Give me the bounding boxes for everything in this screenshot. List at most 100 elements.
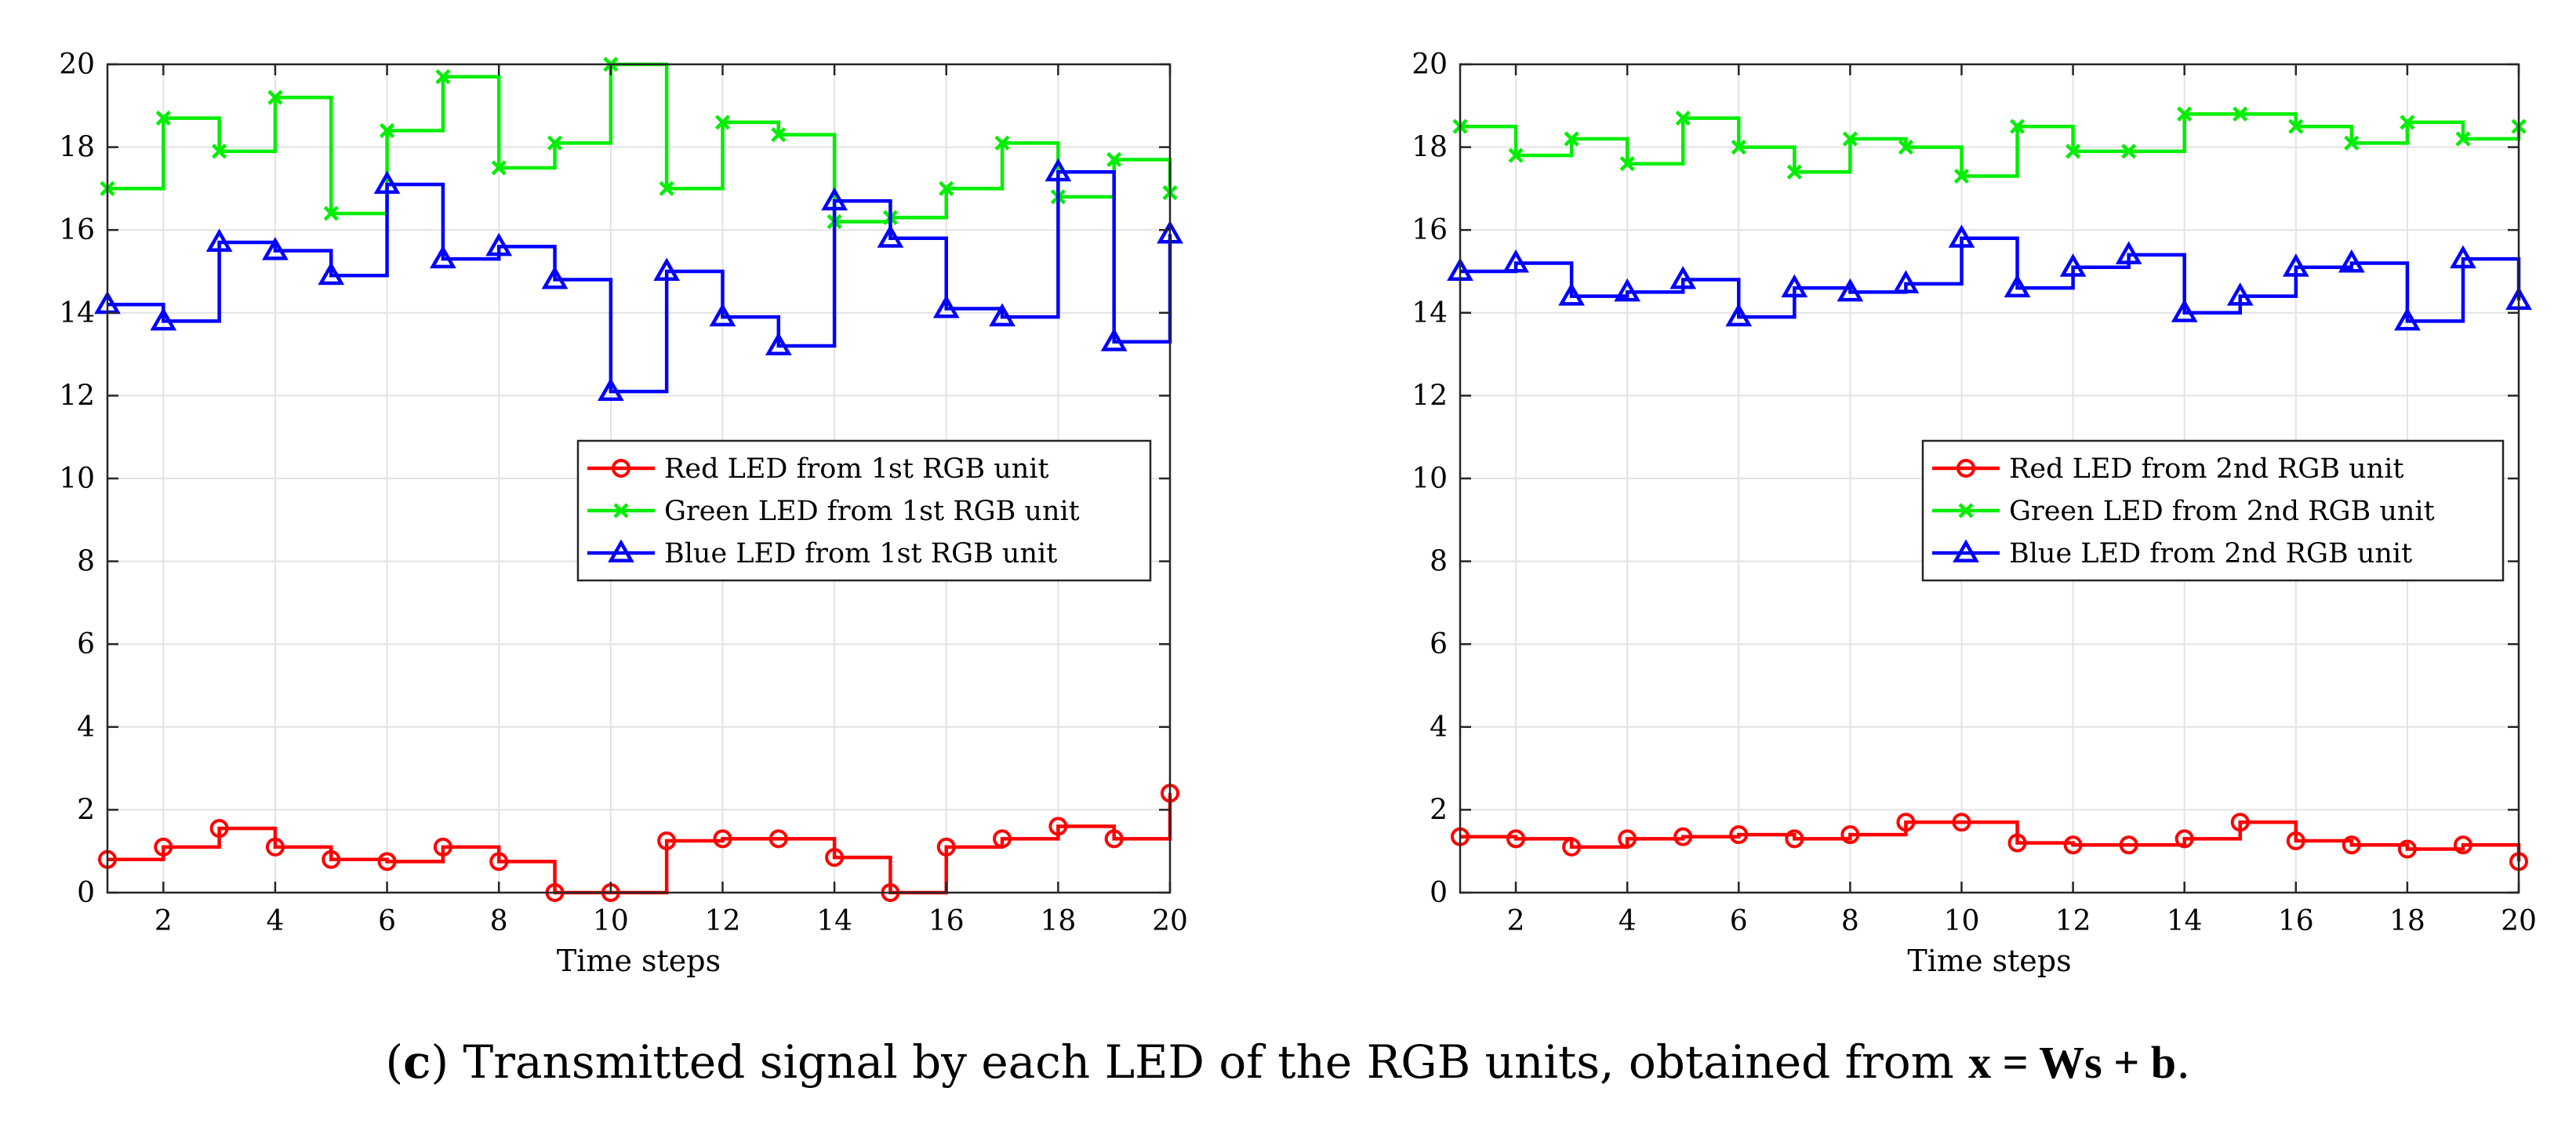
data-point-blue (989, 303, 1016, 327)
data-point-red (657, 831, 677, 850)
x-tick-label: 2 (154, 905, 173, 937)
x-tick-label: 8 (490, 905, 508, 937)
legend-marker-red (612, 459, 630, 478)
legend-label-blue: Blue LED from 1st RGB unit (664, 538, 1057, 569)
data-point-red (1785, 829, 1804, 849)
data-point-red (2007, 833, 2027, 853)
data-point-blue (2171, 299, 2198, 322)
y-tick-label: 6 (1430, 628, 1448, 660)
y-tick-label: 14 (59, 297, 95, 329)
data-point-green (1898, 140, 1914, 155)
legend-label-green: Green LED from 1st RGB unit (664, 496, 1080, 527)
data-point-blue (2226, 282, 2254, 306)
data-point-red (768, 829, 788, 849)
data-point-green (1953, 168, 1970, 184)
data-point-green (435, 69, 451, 85)
y-tick-label: 14 (1412, 297, 1448, 329)
series-line-red (1460, 820, 2521, 862)
data-point-green (939, 180, 954, 196)
data-point-red (2230, 813, 2250, 832)
x-tick-label: 10 (593, 905, 629, 937)
series-line-green (107, 62, 1172, 224)
data-point-red (2175, 829, 2194, 849)
data-point-green (2065, 144, 2081, 159)
data-point-red (433, 837, 452, 857)
y-tick-label: 12 (1412, 380, 1448, 412)
x-tick-label: 18 (1040, 905, 1076, 937)
data-point-green (1731, 140, 1746, 155)
data-point-red (2286, 831, 2305, 850)
legend-marker-blue (1953, 539, 1979, 562)
data-point-blue (1558, 282, 1585, 306)
x-tick-label: 20 (2501, 905, 2537, 937)
data-point-green (2009, 118, 2026, 134)
data-point-green (1619, 156, 1635, 172)
y-tick-label: 6 (77, 628, 95, 660)
data-point-blue (1725, 303, 1753, 327)
x-tick-label: 6 (378, 905, 396, 937)
data-point-red (1562, 837, 1582, 857)
data-point-red (377, 852, 397, 871)
legend: Red LED from 2nd RGB unit Green LED from … (1921, 439, 2505, 582)
x-tick-label: 16 (928, 905, 965, 937)
x-tick-label: 18 (2389, 905, 2425, 937)
data-point-blue (1948, 224, 1975, 248)
data-point-red (993, 829, 1012, 849)
y-tick-label: 16 (1412, 214, 1448, 246)
caption-formula: x = Ws + b (1968, 1037, 2177, 1088)
data-point-red (489, 852, 509, 871)
x-tick-label: 20 (1152, 905, 1188, 937)
data-point-blue (318, 261, 345, 286)
y-tick-label: 2 (1430, 794, 1448, 826)
x-tick-label: 12 (2055, 905, 2091, 937)
data-point-blue (1837, 278, 1864, 302)
data-point-green (714, 115, 731, 130)
x-tick-label: 4 (1619, 905, 1637, 937)
data-point-red (1729, 825, 1749, 845)
data-point-blue (150, 307, 177, 331)
data-point-red (209, 819, 229, 838)
data-point-blue (765, 332, 792, 356)
x-tick-label: 14 (816, 905, 852, 937)
x-tick-label: 6 (1730, 905, 1748, 937)
data-point-blue (2282, 253, 2309, 277)
data-point-blue (485, 232, 513, 256)
y-tick-label: 18 (1412, 132, 1448, 164)
caption-label: c (403, 1035, 431, 1089)
data-point-blue (597, 377, 624, 402)
y-tick-label: 8 (77, 546, 95, 578)
data-point-red (2119, 835, 2138, 855)
data-point-red (2342, 835, 2361, 855)
data-point-red (1104, 829, 1124, 849)
y-tick-label: 16 (59, 214, 95, 246)
data-point-blue (2004, 274, 2031, 298)
data-point-blue (821, 187, 848, 211)
data-point-green (659, 180, 674, 196)
data-point-red (2453, 835, 2472, 855)
series-line-green (1460, 112, 2521, 178)
data-point-blue (1614, 278, 1641, 302)
data-point-green (1675, 111, 1691, 126)
data-point-red (1506, 829, 1526, 849)
data-point-green (267, 89, 283, 105)
data-point-green (1106, 151, 1122, 168)
data-point-red (1952, 813, 1971, 832)
data-point-blue (653, 257, 681, 281)
data-point-blue (373, 170, 401, 195)
x-axis-label: Time steps (557, 944, 721, 978)
y-tick-label: 4 (77, 711, 95, 744)
y-tick-label: 20 (1412, 49, 1448, 81)
y-tick-label: 10 (1412, 463, 1448, 495)
y-tick-label: 12 (59, 380, 95, 412)
series-line-blue (1460, 236, 2521, 323)
legend-label-red: Red LED from 1st RGB unit (664, 453, 1049, 485)
data-point-blue (262, 237, 289, 260)
x-tick-label: 8 (1841, 905, 1859, 937)
data-point-green (2455, 131, 2471, 147)
x-tick-label: 16 (2278, 905, 2314, 937)
data-point-blue (877, 224, 904, 248)
data-point-green (1508, 147, 1524, 163)
data-point-red (1618, 829, 1637, 849)
legend-marker-green (1958, 503, 1974, 518)
